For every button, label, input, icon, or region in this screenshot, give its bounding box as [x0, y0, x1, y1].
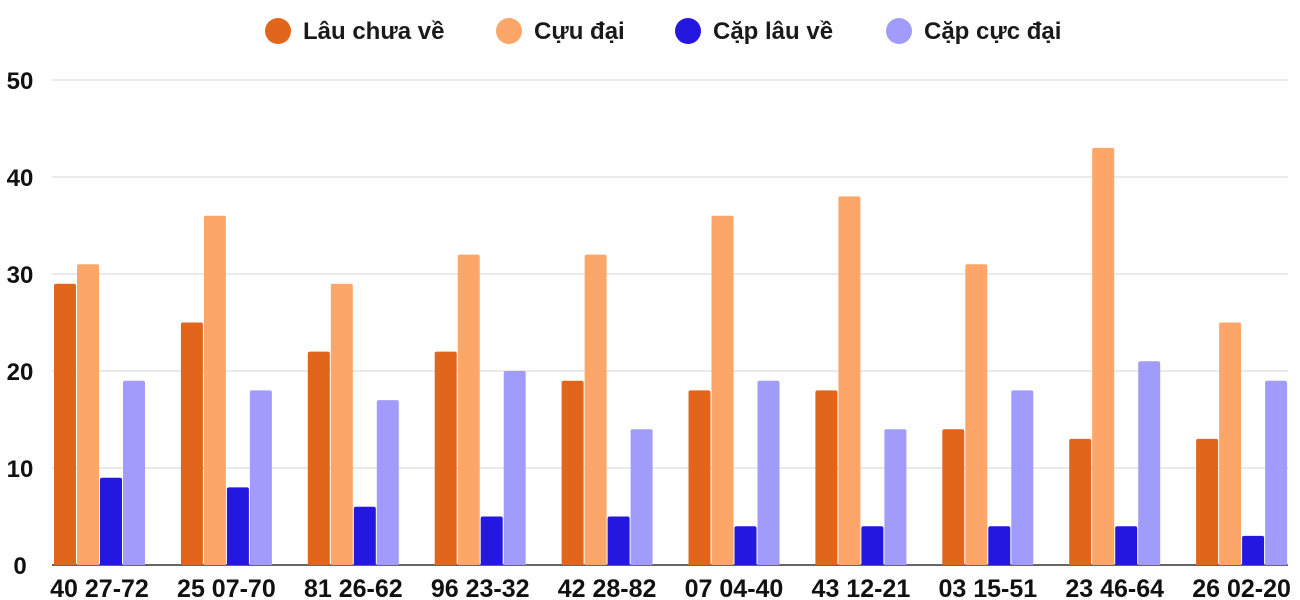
x-tick-label-2: 25 07-70 — [177, 575, 276, 600]
bar-4-2[interactable] — [249, 390, 272, 565]
bar-group-2 — [180, 215, 272, 566]
legend: Lâu chưa về Cựu đại Cặp lâu về Cặp cực đ… — [265, 18, 1061, 45]
y-tick-label-30: 30 — [7, 262, 34, 289]
bar-1-2[interactable] — [180, 322, 203, 566]
bar-3-2[interactable] — [226, 487, 249, 565]
bar-4-5[interactable] — [630, 429, 653, 565]
bar-group-3 — [307, 283, 399, 565]
bar-1-3[interactable] — [307, 351, 330, 565]
bar-1-9[interactable] — [1069, 438, 1092, 565]
bar-2-9[interactable] — [1092, 147, 1115, 565]
bar-2-6[interactable] — [711, 215, 734, 566]
y-tick-label-20: 20 — [7, 359, 34, 386]
bar-3-1[interactable] — [100, 477, 122, 565]
bar-group-9 — [1069, 147, 1161, 565]
bar-3-10[interactable] — [1242, 535, 1265, 565]
bar-2-8[interactable] — [965, 264, 988, 565]
bar-2-4[interactable] — [457, 254, 480, 565]
bar-1-5[interactable] — [561, 380, 584, 565]
legend-item-cap-lau-ve[interactable]: Cặp lâu về — [675, 18, 833, 45]
bar-group-7 — [815, 196, 907, 565]
bar-3-4[interactable] — [480, 516, 503, 566]
bar-4-3[interactable] — [376, 400, 399, 565]
bar-1-7[interactable] — [815, 390, 838, 565]
x-axis: 40 27-72 25 07-70 81 26-62 96 23-32 42 28-82… — [50, 575, 1291, 600]
legend-label-lau-chua-ve: Lâu chưa về — [303, 18, 444, 45]
bar-4-8[interactable] — [1011, 390, 1034, 565]
x-tick-label-5: 42 28-82 — [558, 575, 657, 600]
y-tick-label-50: 50 — [7, 68, 34, 95]
legend-marker-cuu-dai — [496, 18, 522, 44]
bar-group-4 — [434, 254, 526, 566]
bar-3-5[interactable] — [607, 516, 630, 566]
legend-label-cap-cuc-dai: Cặp cực đại — [924, 18, 1061, 45]
bar-1-4[interactable] — [434, 351, 457, 565]
bar-1-6[interactable] — [688, 390, 711, 565]
bar-1-10[interactable] — [1196, 438, 1219, 565]
bar-2-1[interactable] — [77, 264, 99, 565]
bar-3-8[interactable] — [988, 526, 1011, 565]
bar-group-6 — [688, 215, 780, 566]
x-tick-label-8: 03 15-51 — [938, 575, 1037, 600]
bar-4-4[interactable] — [503, 371, 526, 565]
bars — [54, 147, 1288, 566]
y-axis: 0 10 20 30 40 50 — [7, 68, 34, 580]
bar-4-7[interactable] — [884, 429, 907, 565]
x-tick-label-1: 40 27-72 — [50, 575, 149, 600]
bar-1-8[interactable] — [942, 429, 965, 565]
x-tick-label-4: 96 23-32 — [431, 575, 530, 600]
bar-2-7[interactable] — [838, 196, 861, 565]
bar-3-3[interactable] — [353, 506, 376, 565]
legend-marker-lau-chua-ve — [265, 18, 291, 44]
bar-2-5[interactable] — [584, 254, 607, 565]
bar-group-1 — [54, 264, 145, 565]
x-tick-label-3: 81 26-62 — [304, 575, 403, 600]
bar-3-7[interactable] — [861, 526, 884, 565]
bar-group-10 — [1196, 322, 1288, 566]
bar-2-2[interactable] — [203, 215, 226, 566]
bar-3-6[interactable] — [734, 526, 757, 565]
legend-marker-cap-lau-ve — [675, 18, 701, 44]
legend-label-cap-lau-ve: Cặp lâu về — [713, 18, 833, 45]
bar-group-8 — [942, 264, 1034, 565]
x-tick-label-6: 07 04-40 — [685, 575, 784, 600]
x-tick-label-10: 26 02-20 — [1192, 575, 1291, 600]
bar-3-9[interactable] — [1115, 526, 1138, 565]
legend-item-cap-cuc-dai[interactable]: Cặp cực đại — [886, 18, 1061, 45]
bar-4-10[interactable] — [1265, 380, 1288, 565]
x-tick-label-7: 43 12-21 — [812, 575, 911, 600]
legend-item-lau-chua-ve[interactable]: Lâu chưa về — [265, 18, 444, 45]
legend-label-cuu-dai: Cựu đại — [534, 18, 625, 45]
bar-group-5 — [561, 254, 653, 566]
bar-1-1[interactable] — [54, 283, 76, 565]
x-tick-label-9: 23 46-64 — [1065, 575, 1164, 600]
legend-item-cuu-dai[interactable]: Cựu đại — [496, 18, 625, 45]
bar-4-1[interactable] — [123, 380, 145, 565]
bar-2-10[interactable] — [1219, 322, 1242, 566]
y-tick-label-10: 10 — [7, 456, 34, 483]
bar-4-9[interactable] — [1138, 361, 1161, 565]
legend-marker-cap-cuc-dai — [886, 18, 912, 44]
bar-4-6[interactable] — [757, 380, 780, 565]
y-tick-label-40: 40 — [7, 165, 34, 192]
y-tick-label-0: 0 — [13, 553, 26, 580]
bar-2-3[interactable] — [330, 283, 353, 565]
